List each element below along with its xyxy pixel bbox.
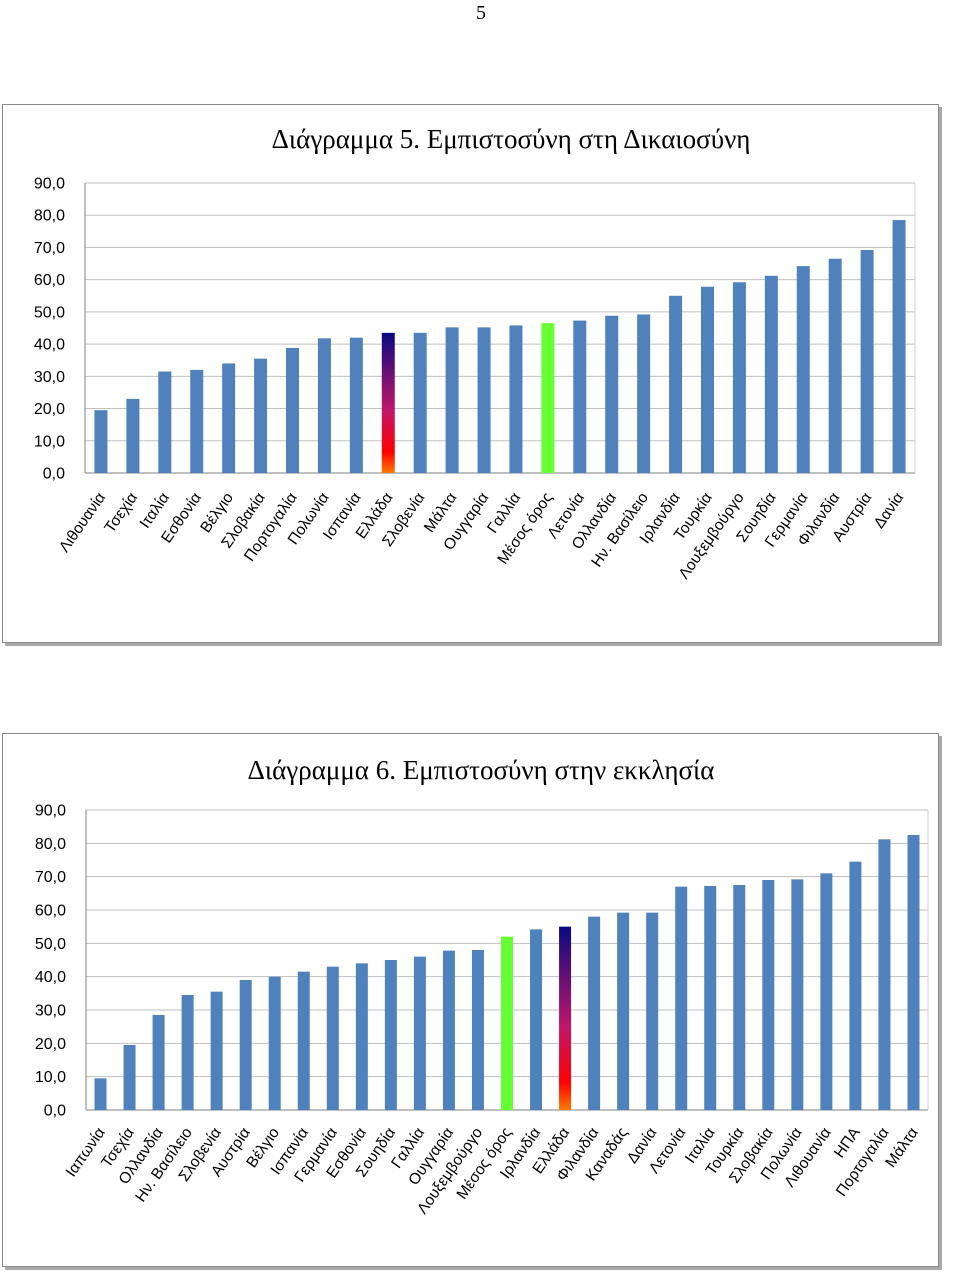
bar xyxy=(222,363,236,473)
bar xyxy=(675,886,688,1110)
bar xyxy=(588,916,601,1110)
y-tick-label: 70,0 xyxy=(35,869,66,886)
x-tick-label: Ιαπωνία xyxy=(63,1125,109,1181)
y-tick-label: 80,0 xyxy=(35,836,66,853)
bar xyxy=(762,880,775,1110)
x-tick-label: Τσεχία xyxy=(102,490,142,536)
chart-5-frame: Διάγραμμα 5. Εμπιστοσύνη στη Δικαιοσύνη 0… xyxy=(2,104,939,643)
bar xyxy=(637,314,651,473)
bar xyxy=(646,912,659,1110)
bar xyxy=(617,912,630,1110)
y-tick-label: 80,0 xyxy=(34,208,65,225)
y-tick-label: 30,0 xyxy=(34,369,65,386)
y-tick-label: 60,0 xyxy=(34,272,65,289)
bar xyxy=(384,960,397,1110)
bar xyxy=(268,976,281,1110)
bar xyxy=(701,286,714,473)
bar xyxy=(704,886,717,1110)
y-tick-label: 20,0 xyxy=(34,401,65,418)
bar xyxy=(413,332,427,473)
bar xyxy=(669,295,683,473)
bar xyxy=(123,1045,136,1110)
page-number: 5 xyxy=(476,2,486,24)
bar xyxy=(764,275,778,473)
bar xyxy=(820,873,833,1110)
y-tick-label: 0,0 xyxy=(43,466,65,483)
bar xyxy=(94,1078,107,1110)
bar xyxy=(442,950,455,1110)
y-tick-label: 60,0 xyxy=(35,903,66,920)
bar xyxy=(878,839,891,1110)
bar xyxy=(477,327,491,473)
bar xyxy=(158,371,172,473)
bar xyxy=(860,250,874,473)
bar xyxy=(317,338,331,473)
y-tick-label: 90,0 xyxy=(34,176,65,193)
bar xyxy=(849,861,862,1110)
bar xyxy=(573,320,587,473)
bar xyxy=(349,337,363,473)
bar xyxy=(181,995,194,1110)
bar xyxy=(190,369,204,473)
bar xyxy=(239,980,252,1110)
bar xyxy=(907,835,920,1110)
bar xyxy=(210,991,223,1110)
bar xyxy=(355,963,368,1110)
bar xyxy=(541,323,555,473)
chart-6-church-trust-svg: Διάγραμμα 6. Εμπιστοσύνη στην εκκλησία 0,… xyxy=(35,755,929,1217)
bar xyxy=(892,220,906,473)
chart-5-justice-trust: Διάγραμμα 5. Εμπιστοσύνη στη Δικαιοσύνη 0… xyxy=(34,124,916,582)
bar xyxy=(413,956,426,1110)
x-tick-label: Δανία xyxy=(871,490,908,532)
bar xyxy=(471,950,484,1110)
bar xyxy=(732,282,746,473)
y-tick-label: 90,0 xyxy=(35,803,66,820)
y-tick-label: 70,0 xyxy=(34,240,65,257)
bar xyxy=(605,315,619,473)
chart-6-church-trust: Διάγραμμα 6. Εμπιστοσύνη στην εκκλησία 0,… xyxy=(2,733,939,1267)
bar xyxy=(733,885,746,1110)
bar xyxy=(796,266,810,473)
bar xyxy=(94,410,108,473)
bar xyxy=(254,358,268,473)
y-tick-label: 40,0 xyxy=(34,337,65,354)
y-tick-label: 10,0 xyxy=(35,1069,66,1086)
bar xyxy=(381,332,395,473)
bar xyxy=(297,971,310,1110)
x-tick-label: Λιθουανία xyxy=(56,490,109,556)
bar xyxy=(501,936,513,1110)
bar xyxy=(828,258,842,473)
y-tick-label: 50,0 xyxy=(34,304,65,321)
chart-title: Διάγραμμα 6. Εμπιστοσύνη στην εκκλησία xyxy=(248,755,715,785)
y-tick-label: 30,0 xyxy=(35,1003,66,1020)
bar xyxy=(530,929,543,1110)
y-tick-label: 20,0 xyxy=(35,1036,66,1053)
bar xyxy=(445,327,459,473)
bar xyxy=(152,1015,165,1110)
bar xyxy=(126,398,140,473)
bar xyxy=(559,926,572,1110)
y-tick-label: 0,0 xyxy=(44,1103,66,1120)
bar xyxy=(286,347,299,473)
bar xyxy=(509,325,523,473)
chart-title: Διάγραμμα 5. Εμπιστοσύνη στη Δικαιοσύνη xyxy=(272,124,751,154)
y-tick-label: 50,0 xyxy=(35,936,66,953)
bar xyxy=(326,966,339,1110)
y-tick-label: 40,0 xyxy=(35,969,66,986)
y-tick-label: 10,0 xyxy=(34,433,65,450)
bar xyxy=(791,879,804,1110)
